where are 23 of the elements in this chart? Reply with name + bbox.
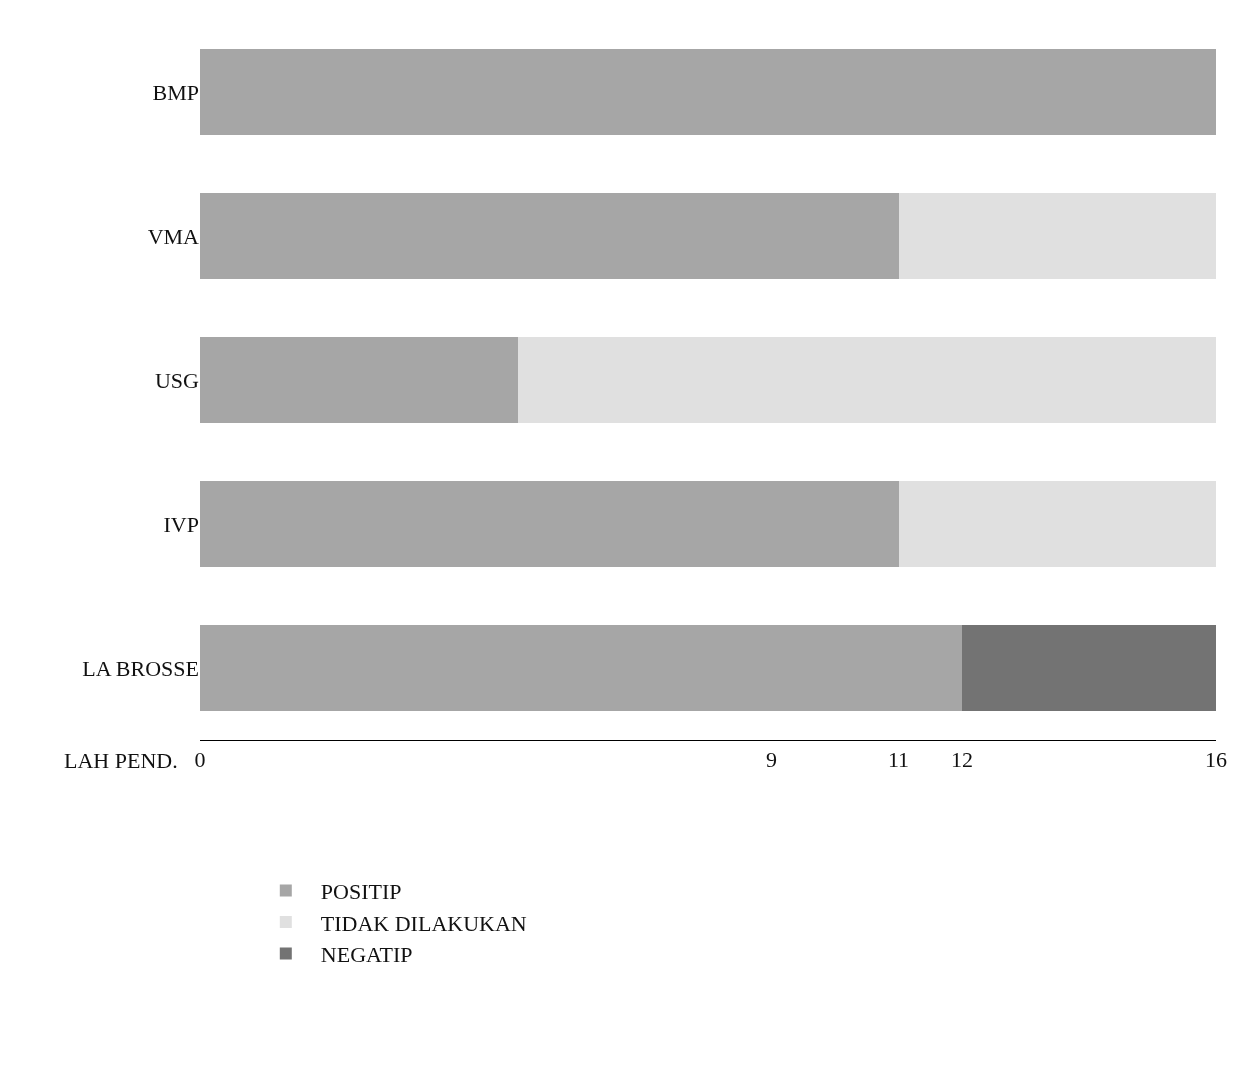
x-tick-label: 0 [194, 747, 206, 773]
legend-label: NEGATIP [320, 942, 413, 968]
bar [517, 336, 1216, 424]
y-tick-label: BMP [152, 79, 199, 105]
y-tick-label: USG [154, 367, 200, 393]
bar [200, 336, 518, 424]
bar [200, 192, 899, 280]
x-tick-label: 11 [887, 747, 910, 773]
bar [200, 48, 1216, 136]
bar [200, 624, 962, 712]
x-axis-title: LAH PEND. [64, 748, 178, 773]
bar [898, 192, 1216, 280]
y-tick-label: VMA [147, 223, 200, 249]
bar [962, 624, 1216, 712]
y-tick-label: LA BROSSE [82, 655, 199, 681]
x-tick-label: 9 [766, 747, 777, 773]
bar [200, 480, 899, 568]
y-tick-label: IVP [163, 511, 199, 537]
x-tick-label: 16 [1205, 747, 1227, 773]
legend-label: TIDAK DILAKUKAN [320, 910, 527, 936]
bar [898, 480, 1216, 568]
x-tick-label: 12 [951, 747, 973, 773]
legend-label: POSITIP [320, 878, 402, 904]
